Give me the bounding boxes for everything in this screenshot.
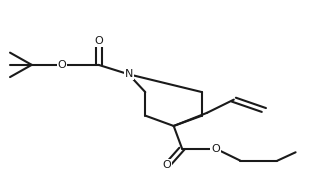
Text: N: N <box>124 69 133 79</box>
Text: O: O <box>163 159 171 170</box>
Text: O: O <box>57 60 66 70</box>
Text: O: O <box>94 36 103 46</box>
Text: O: O <box>211 143 220 154</box>
